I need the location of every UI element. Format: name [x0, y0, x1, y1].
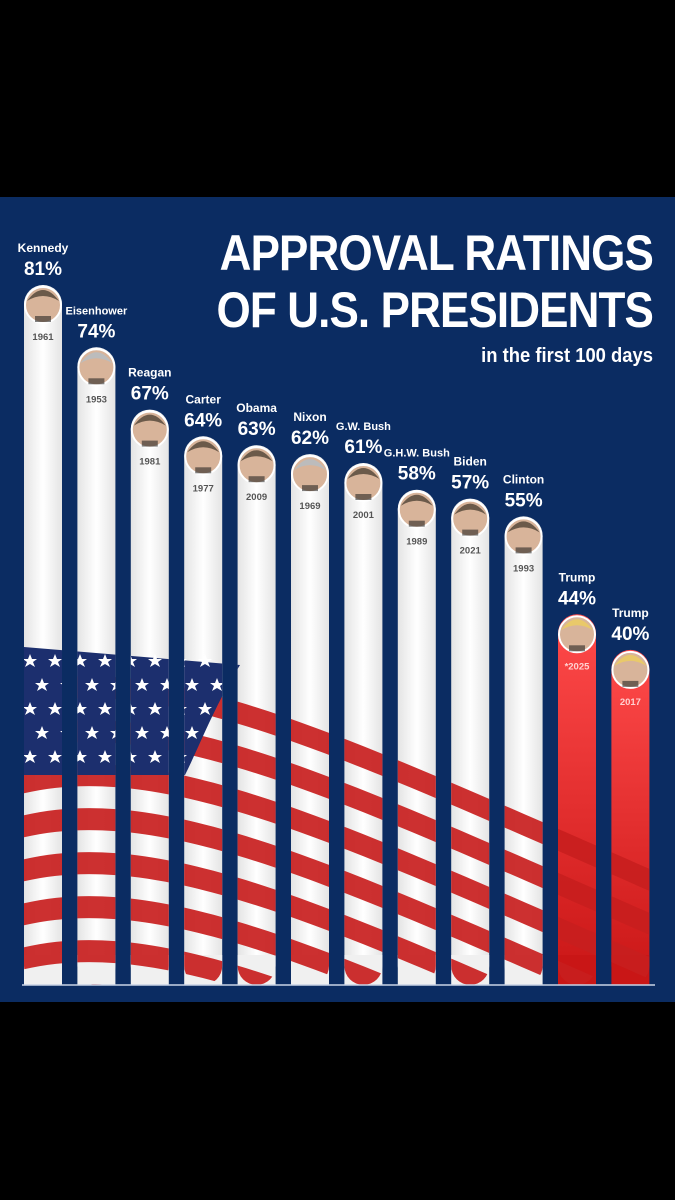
- portrait-trump-icon: [611, 650, 650, 689]
- bar-year-label: 1993: [513, 563, 534, 574]
- portrait-clinton-icon: [504, 517, 543, 556]
- bar-value-label: 44%: [558, 588, 596, 609]
- bar-value-label: 63%: [238, 419, 276, 440]
- bar-name-label: G.W. Bush: [336, 421, 391, 433]
- title-line-2: OF U.S. PRESIDENTS: [216, 282, 654, 338]
- portrait-carter-icon: [184, 437, 223, 476]
- bar-value-label: 55%: [505, 490, 543, 511]
- bar-biden-9: [451, 498, 490, 985]
- bar-value-label: 57%: [451, 473, 489, 494]
- bar-value-label: 62%: [291, 428, 329, 449]
- bar-name-label: Eisenhower: [66, 305, 128, 317]
- portrait-biden-icon: [451, 499, 490, 538]
- bar-value-label: 81%: [24, 259, 62, 280]
- bar-kennedy-1: [24, 285, 62, 985]
- bar-year-label: 1989: [406, 537, 427, 548]
- portrait-g-w-bush-icon: [344, 464, 383, 502]
- bar-value-label: 61%: [344, 437, 382, 458]
- bar-value-label: 58%: [398, 464, 436, 485]
- bar-name-label: G.H.W. Bush: [384, 448, 450, 460]
- bar-year-label: 2009: [246, 492, 267, 503]
- chart-title: APPROVAL RATINGS OF U.S. PRESIDENTS in t…: [157, 225, 654, 368]
- bar-name-label: Reagan: [128, 366, 171, 380]
- chart-subtitle: in the first 100 days: [481, 345, 653, 367]
- bar-year-label: 1969: [299, 501, 320, 512]
- bar-name-label: Carter: [186, 392, 222, 406]
- portrait-obama-icon: [237, 446, 276, 485]
- bar-name-label: Biden: [454, 455, 487, 469]
- bar-name-label: Obama: [236, 401, 277, 415]
- portrait-reagan-icon: [130, 410, 169, 449]
- bar-name-label: Trump: [612, 606, 649, 620]
- bar-value-label: 67%: [131, 384, 169, 405]
- bar-year-label: 2021: [460, 546, 482, 557]
- portrait-g-h-w-bush-icon: [397, 490, 436, 529]
- bar-year-label: 2001: [353, 510, 375, 521]
- bar-year-label: 1961: [32, 332, 54, 343]
- title-line-1: APPROVAL RATINGS: [219, 225, 654, 281]
- bar-nixon-6: [291, 454, 329, 986]
- bar-value-label: 40%: [611, 624, 649, 645]
- portrait-kennedy-icon: [24, 286, 62, 324]
- bar-year-label: *2025: [565, 661, 591, 672]
- bar-name-label: Trump: [559, 570, 596, 584]
- bar-year-label: 1981: [139, 457, 161, 468]
- bar-value-label: 74%: [77, 321, 115, 342]
- bar-value-label: 64%: [184, 410, 222, 431]
- portrait-eisenhower-icon: [77, 348, 116, 387]
- bar-year-label: 1977: [193, 483, 214, 494]
- bar-name-label: Nixon: [293, 410, 326, 424]
- portrait-trump-icon: [558, 615, 596, 654]
- bar-g-w-bush-7: [344, 463, 383, 985]
- bar-year-label: 2017: [620, 697, 641, 708]
- portrait-nixon-icon: [291, 455, 329, 494]
- bar-name-label: Kennedy: [18, 241, 69, 255]
- bar-name-label: Clinton: [503, 472, 544, 486]
- bar-year-label: 1953: [86, 394, 107, 405]
